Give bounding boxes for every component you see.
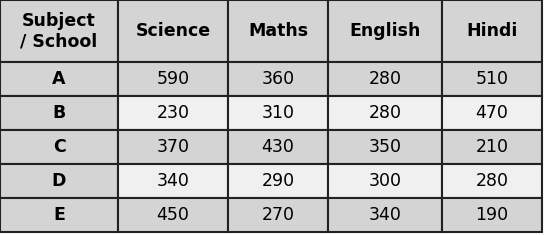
Text: B: B (52, 104, 66, 122)
Bar (0, 62, 118, 96)
Bar (328, 62, 442, 96)
Text: Science: Science (136, 22, 211, 40)
Bar (0, 164, 118, 198)
Text: 280: 280 (369, 104, 401, 122)
Bar (442, 164, 542, 198)
Bar (228, 62, 328, 96)
Bar (118, 0, 228, 62)
Bar (442, 62, 542, 96)
Text: C: C (53, 138, 66, 156)
Text: 590: 590 (156, 70, 190, 88)
Bar (118, 164, 228, 198)
Text: 340: 340 (157, 172, 190, 190)
Bar (118, 96, 228, 130)
Bar (442, 0, 542, 62)
Text: 280: 280 (369, 70, 401, 88)
Text: E: E (53, 206, 65, 224)
Bar (442, 96, 542, 130)
Text: D: D (52, 172, 66, 190)
Text: 210: 210 (475, 138, 509, 156)
Bar (228, 198, 328, 232)
Bar (0, 198, 118, 232)
Text: 350: 350 (369, 138, 401, 156)
Text: 290: 290 (261, 172, 295, 190)
Bar (328, 130, 442, 164)
Bar (118, 130, 228, 164)
Bar (328, 0, 442, 62)
Bar (442, 130, 542, 164)
Text: 300: 300 (369, 172, 401, 190)
Bar (118, 198, 228, 232)
Text: Subject
/ School: Subject / School (21, 12, 98, 50)
Bar (228, 0, 328, 62)
Bar (328, 198, 442, 232)
Bar (0, 0, 118, 62)
Text: 470: 470 (475, 104, 508, 122)
Bar (0, 96, 118, 130)
Text: Maths: Maths (248, 22, 308, 40)
Bar (228, 96, 328, 130)
Text: 310: 310 (261, 104, 295, 122)
Bar (442, 198, 542, 232)
Text: 270: 270 (261, 206, 295, 224)
Text: A: A (52, 70, 66, 88)
Text: 510: 510 (475, 70, 509, 88)
Text: 450: 450 (157, 206, 190, 224)
Bar (118, 62, 228, 96)
Text: 190: 190 (475, 206, 509, 224)
Text: 360: 360 (261, 70, 295, 88)
Text: 340: 340 (369, 206, 401, 224)
Text: 370: 370 (156, 138, 190, 156)
Text: 280: 280 (475, 172, 509, 190)
Bar (328, 164, 442, 198)
Bar (228, 130, 328, 164)
Bar (228, 164, 328, 198)
Bar (328, 96, 442, 130)
Text: Hindi: Hindi (466, 22, 518, 40)
Text: 230: 230 (156, 104, 190, 122)
Bar (0, 130, 118, 164)
Text: English: English (349, 22, 421, 40)
Text: 430: 430 (261, 138, 295, 156)
